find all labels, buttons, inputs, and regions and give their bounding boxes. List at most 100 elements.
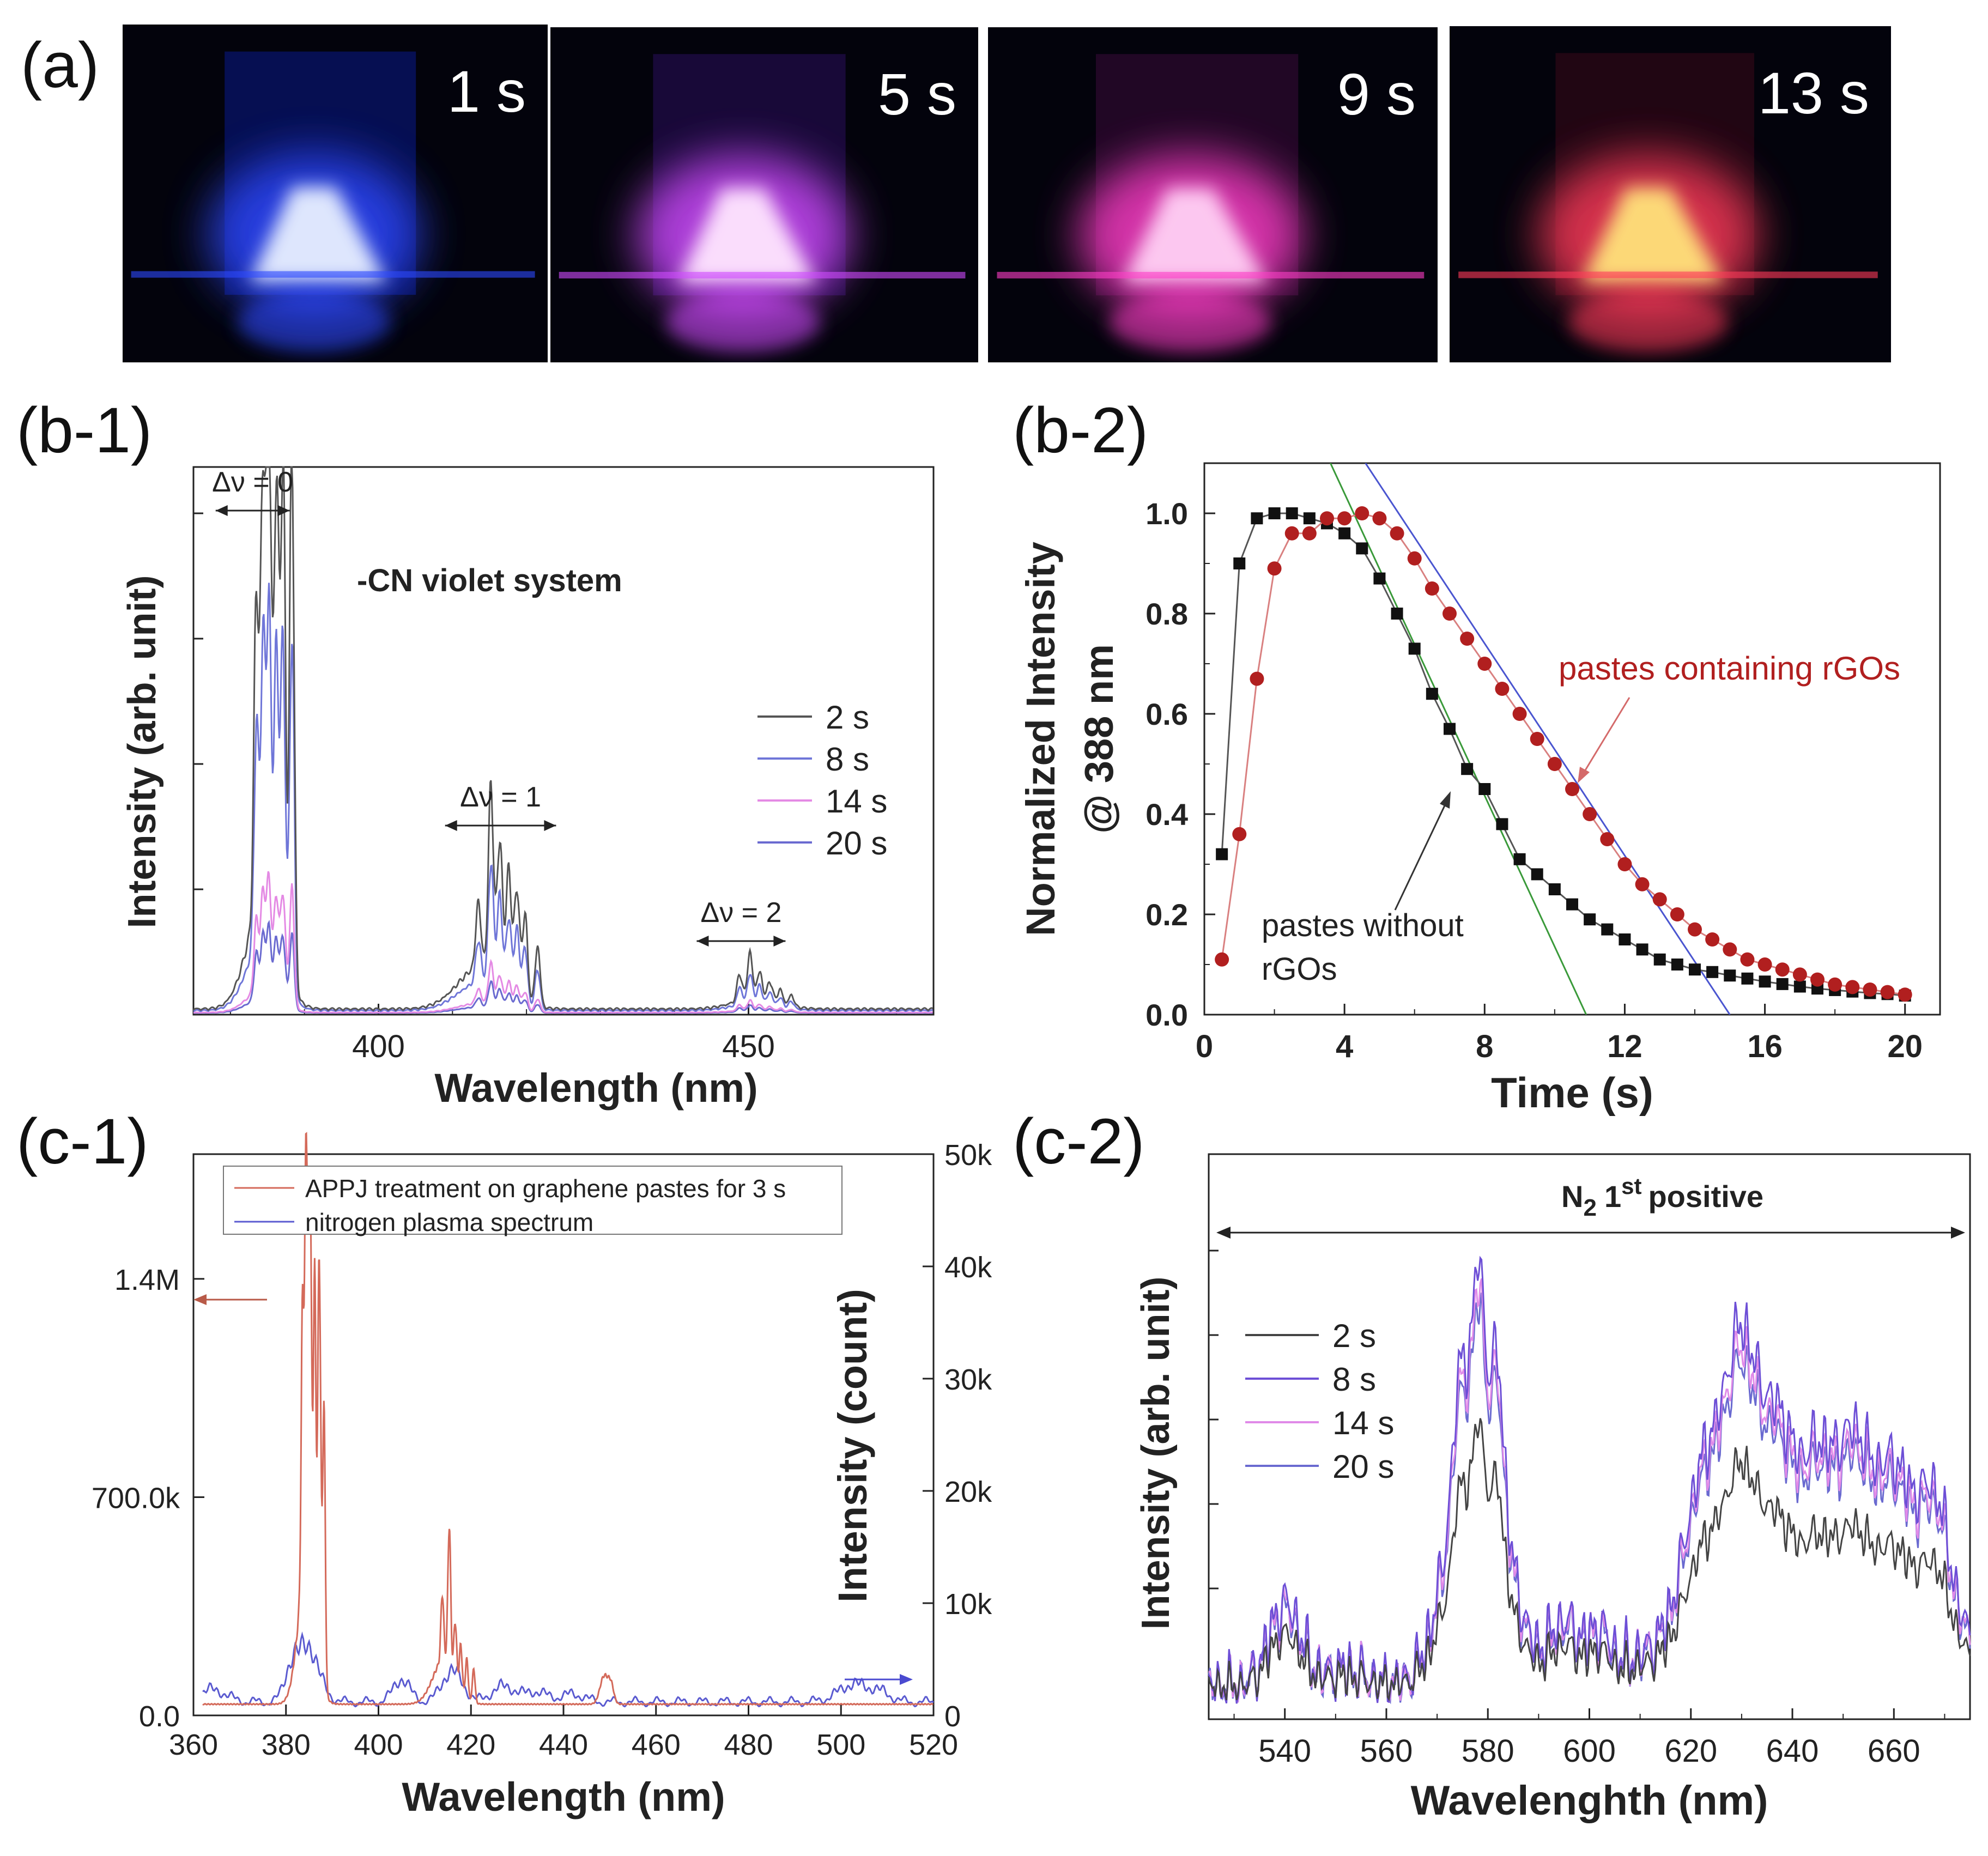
legend-label: 8 s bbox=[1332, 1361, 1376, 1398]
x-tick-label: 12 bbox=[1607, 1029, 1642, 1064]
y-right-tick-label: 30k bbox=[944, 1363, 992, 1396]
fit-line bbox=[1330, 463, 1587, 1015]
band-label: Δν = 1 bbox=[460, 781, 541, 813]
series-line-appj bbox=[202, 1132, 934, 1706]
title-rest: positive bbox=[1648, 1179, 1763, 1214]
left-axis-arrowhead bbox=[193, 1294, 207, 1305]
stage-plate bbox=[1458, 271, 1878, 278]
y-left-tick-label: 700.0k bbox=[92, 1482, 180, 1514]
data-point-without-rgo bbox=[1566, 898, 1578, 911]
annotation-no-rgo-arrow bbox=[1394, 800, 1448, 911]
legend-label: 2 s bbox=[826, 699, 869, 736]
band-label: Δν = 0 bbox=[212, 466, 293, 498]
photo-content bbox=[997, 54, 1425, 353]
stage-plate bbox=[559, 271, 966, 278]
panel-label-b1: (b-1) bbox=[16, 395, 152, 466]
x-tick-label: 520 bbox=[909, 1728, 958, 1761]
data-point-with-rgo bbox=[1688, 922, 1702, 937]
legend-label: 20 s bbox=[1332, 1448, 1394, 1485]
data-point-with-rgo bbox=[1705, 932, 1720, 947]
band-label: Δν = 2 bbox=[700, 897, 781, 929]
x-tick-label: 620 bbox=[1664, 1733, 1717, 1769]
data-point-with-rgo bbox=[1863, 982, 1877, 997]
series-line-2s bbox=[192, 466, 934, 1012]
range-arrow-left bbox=[1216, 1227, 1231, 1239]
panel-label-b2: (b-2) bbox=[1013, 395, 1148, 466]
data-point-without-rgo bbox=[1724, 969, 1736, 982]
data-point-with-rgo bbox=[1425, 581, 1439, 596]
legend-label: APPJ treatment on graphene pastes for 3 … bbox=[305, 1174, 786, 1203]
data-point-with-rgo bbox=[1512, 707, 1527, 721]
data-point-with-rgo bbox=[1390, 526, 1404, 541]
legend-label: 20 s bbox=[826, 825, 887, 862]
band-arrow-head-right bbox=[773, 936, 786, 947]
series-line-8s bbox=[1208, 1255, 1971, 1704]
data-point-without-rgo bbox=[1584, 913, 1596, 926]
data-point-without-rgo bbox=[1706, 966, 1719, 978]
photo-frame-2: 5 s bbox=[550, 27, 978, 362]
photo-content bbox=[131, 51, 535, 353]
data-point-with-rgo bbox=[1337, 511, 1352, 526]
y-right-tick-label: 10k bbox=[944, 1588, 992, 1621]
photo-time-label: 9 s bbox=[1337, 61, 1416, 127]
stage-plate bbox=[997, 271, 1425, 278]
data-point-without-rgo bbox=[1373, 572, 1386, 585]
x-tick-label: 400 bbox=[354, 1728, 403, 1761]
photo-time-label: 1 s bbox=[447, 58, 526, 124]
plot-frame bbox=[1203, 462, 1941, 1016]
y-tick-label: 0.2 bbox=[1145, 897, 1188, 932]
y-axis-label-line1: Normalized Intensity bbox=[1018, 542, 1063, 936]
y-tick-label: 0.0 bbox=[1145, 998, 1188, 1032]
data-point-with-rgo bbox=[1617, 857, 1632, 871]
annotation-no-rgo-2: rGOs bbox=[1262, 951, 1337, 987]
data-point-without-rgo bbox=[1461, 763, 1474, 775]
data-point-with-rgo bbox=[1547, 757, 1562, 771]
series-line-14s bbox=[193, 871, 933, 1014]
series-line-8s bbox=[193, 583, 933, 1012]
y-axis-label: Intensity (arb. unit) bbox=[1134, 1277, 1178, 1630]
data-point-with-rgo bbox=[1600, 832, 1615, 846]
data-point-with-rgo bbox=[1267, 561, 1282, 576]
data-point-with-rgo bbox=[1810, 972, 1825, 987]
annotation-rgo-arrow bbox=[1582, 697, 1631, 774]
y-left-tick-label: 1.4M bbox=[114, 1264, 180, 1296]
data-point-without-rgo bbox=[1531, 868, 1543, 881]
data-point-with-rgo bbox=[1232, 827, 1247, 841]
data-point-without-rgo bbox=[1286, 507, 1298, 519]
data-point-without-rgo bbox=[1251, 512, 1263, 525]
data-point-without-rgo bbox=[1636, 943, 1648, 956]
data-point-with-rgo bbox=[1302, 526, 1317, 541]
y-tick-label: 0.4 bbox=[1145, 797, 1188, 832]
x-tick-label: 16 bbox=[1747, 1029, 1783, 1064]
data-point-without-rgo bbox=[1619, 933, 1631, 945]
data-point-without-rgo bbox=[1548, 883, 1561, 895]
data-point-without-rgo bbox=[1759, 975, 1771, 988]
data-point-with-rgo bbox=[1845, 980, 1860, 994]
panel-label-c1: (c-1) bbox=[16, 1106, 149, 1178]
data-point-without-rgo bbox=[1268, 507, 1281, 519]
legend-label: 2 s bbox=[1332, 1318, 1376, 1354]
x-tick-label: 400 bbox=[352, 1029, 405, 1064]
x-tick-label: 360 bbox=[169, 1728, 218, 1761]
x-tick-label: 0 bbox=[1196, 1029, 1213, 1064]
data-point-without-rgo bbox=[1408, 642, 1421, 655]
data-point-without-rgo bbox=[1303, 512, 1316, 525]
data-point-without-rgo bbox=[1444, 723, 1456, 735]
legend-label: 14 s bbox=[826, 783, 887, 820]
data-point-with-rgo bbox=[1775, 962, 1790, 977]
data-point-with-rgo bbox=[1320, 511, 1334, 526]
data-point-with-rgo bbox=[1215, 952, 1229, 967]
title-num: 1 bbox=[1604, 1179, 1621, 1214]
y-tick-label: 1.0 bbox=[1145, 496, 1188, 531]
data-point-with-rgo bbox=[1460, 632, 1475, 646]
band-arrow-head-right bbox=[277, 505, 290, 516]
photo-frame-4: 13 s bbox=[1450, 26, 1891, 362]
photo-content bbox=[559, 54, 966, 353]
photo-time-label: 13 s bbox=[1758, 60, 1869, 126]
data-point-without-rgo bbox=[1653, 953, 1666, 966]
stage-plate bbox=[131, 271, 535, 278]
data-point-with-rgo bbox=[1477, 657, 1492, 671]
data-point-without-rgo bbox=[1496, 818, 1508, 830]
